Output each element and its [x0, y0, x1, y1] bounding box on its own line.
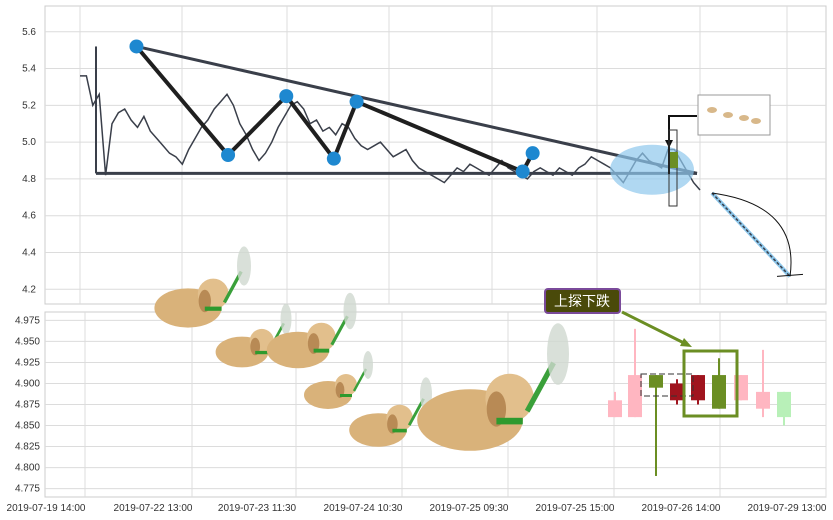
thumbnail-puppy — [739, 115, 749, 121]
top-panel-y-axis: 5.6 5.4 5.2 5.0 4.8 4.6 4.4 4.2 — [22, 27, 36, 296]
forecast-target-mark — [776, 273, 804, 277]
x-tick-label: 2019-07-23 11:30 — [218, 503, 297, 514]
puppy-collar — [392, 428, 407, 433]
pattern-point — [525, 146, 540, 161]
forecast-overlay — [665, 94, 804, 278]
bottom-y-tick-label: 4.950 — [15, 336, 40, 347]
thumbnail-puppy — [707, 107, 717, 113]
candle-body — [691, 375, 705, 401]
thumbnail-box — [697, 94, 771, 136]
upper-trend-line — [136, 45, 698, 175]
puppy-ear — [198, 289, 211, 313]
puppy-figure — [266, 292, 357, 369]
bottom-y-tick-label: 4.925 — [15, 357, 40, 368]
bottom-panel-y-axis: 4.975 4.950 4.925 4.900 4.875 4.850 4.825 4.800… — [15, 315, 40, 494]
x-tick-label: 2019-07-25 09:30 — [430, 503, 509, 514]
puppy-figure — [215, 303, 292, 368]
top-y-tick-label: 5.4 — [22, 64, 36, 75]
puppy-collar — [496, 417, 523, 425]
puppy-figure — [304, 351, 373, 409]
bottom-y-tick-label: 4.875 — [15, 400, 40, 411]
top-panel-grid — [45, 6, 826, 304]
highlight-box — [682, 349, 739, 418]
x-tick-label: 2019-07-19 14:00 — [7, 503, 86, 514]
puppy-collar — [255, 350, 269, 355]
annotation-arrowhead — [680, 338, 692, 347]
bottom-y-tick-label: 4.850 — [15, 421, 40, 432]
top-y-tick-label: 4.8 — [22, 174, 36, 185]
bottom-y-tick-label: 4.800 — [15, 463, 40, 474]
top-y-tick-label: 4.6 — [22, 211, 36, 222]
puppy-sword-wing — [237, 246, 251, 286]
x-tick-label: 2019-07-24 10:30 — [324, 503, 403, 514]
candle-body — [628, 375, 642, 418]
bottom-y-tick-label: 4.900 — [15, 378, 40, 389]
pattern-overlay — [95, 39, 698, 195]
top-y-tick-label: 4.2 — [22, 284, 36, 295]
candle-body — [649, 375, 663, 388]
puppy-collar — [340, 394, 352, 397]
thumbnail-puppy — [751, 118, 761, 124]
pattern-point — [221, 148, 236, 162]
annotation-label-box: 上探下跌 — [544, 288, 621, 314]
candle-body — [712, 375, 726, 409]
forecast-arc — [711, 192, 792, 277]
candle-body — [608, 400, 622, 418]
pattern-point — [326, 151, 341, 166]
bottom-y-tick-label: 4.775 — [15, 484, 40, 495]
candle-body — [756, 391, 770, 409]
x-tick-label: 2019-07-22 13:00 — [114, 503, 193, 514]
x-axis: 2019-07-19 14:00 2019-07-22 13:00 2019-07-… — [7, 503, 827, 514]
price-line — [80, 75, 701, 191]
pattern-point — [129, 39, 144, 54]
x-tick-label: 2019-07-29 13:00 — [748, 503, 827, 514]
puppy-sword-wing — [363, 351, 373, 379]
pattern-point — [349, 94, 364, 109]
top-y-tick-label: 5.6 — [22, 27, 36, 38]
price-series — [80, 75, 701, 191]
top-panel-frame — [44, 5, 827, 305]
annotation-arrow — [621, 310, 687, 346]
top-y-tick-label: 5.0 — [22, 137, 36, 148]
puppy-sword-wing — [280, 303, 292, 335]
puppy-collar — [204, 306, 222, 311]
candle-body — [670, 383, 684, 401]
pattern-point — [515, 164, 530, 179]
forecast-line — [711, 192, 791, 277]
x-tick-label: 2019-07-25 15:00 — [536, 503, 615, 514]
thumbnail-puppy — [723, 112, 733, 118]
puppy-figure — [417, 323, 569, 451]
dashed-compare-box — [640, 373, 694, 397]
bottom-y-tick-label: 4.975 — [15, 315, 40, 326]
candlestick-series — [608, 328, 791, 476]
top-y-tick-label: 4.4 — [22, 247, 36, 258]
top-y-tick-label: 5.2 — [22, 100, 36, 111]
highlight-overlay — [640, 349, 739, 418]
pattern-point — [279, 89, 294, 104]
x-tick-label: 2019-07-26 14:00 — [642, 503, 721, 514]
annotation-label: 上探下跌 — [554, 294, 610, 310]
callout-candle — [670, 152, 678, 168]
puppy-sword-wing — [547, 323, 569, 385]
puppy-sword-wing — [343, 292, 357, 330]
puppy-figure — [154, 246, 251, 328]
breakout-ellipse — [610, 144, 694, 195]
bottom-y-tick-label: 4.825 — [15, 442, 40, 453]
puppies-with-swords-image — [154, 246, 569, 451]
puppy-collar — [313, 348, 330, 353]
candle-body — [777, 391, 791, 418]
